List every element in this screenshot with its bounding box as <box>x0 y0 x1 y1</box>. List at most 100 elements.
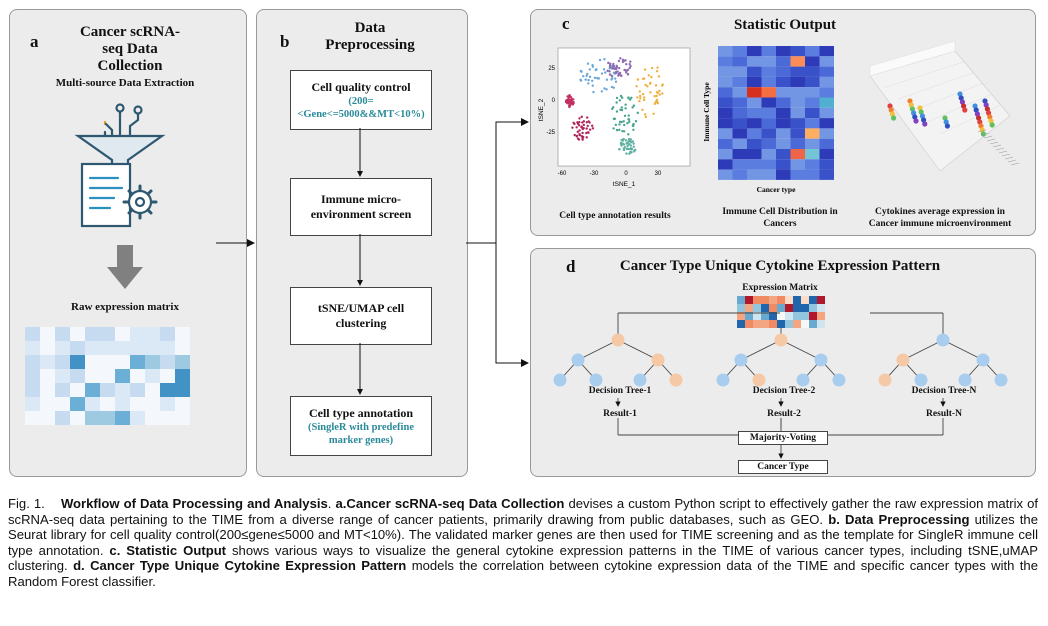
tsne-point <box>608 70 611 73</box>
matrix-cell <box>115 383 130 397</box>
step-cell-quality-control: Cell quality control (200=<Gene<=5000&&M… <box>290 70 432 130</box>
caption-d-text: models the correlation between cytokine … <box>8 558 1038 589</box>
tsne-point <box>610 74 614 78</box>
matrix-cell <box>70 341 85 355</box>
tsne-point <box>623 59 626 62</box>
tsne-point <box>625 152 628 155</box>
matrix-cell <box>25 369 40 383</box>
caption-d-label: d. Cancer Type Unique Cytokine Expressio… <box>73 558 407 574</box>
heatmap-cell <box>718 128 733 139</box>
tsne-point <box>578 129 581 132</box>
tsne-point <box>618 99 622 102</box>
flow-arrows <box>216 118 529 395</box>
tsne-point <box>576 137 580 140</box>
heatmap-cell <box>747 46 762 57</box>
expr-cell <box>817 312 825 320</box>
matrix-cell <box>130 411 145 425</box>
matrix-cell <box>55 369 70 383</box>
bar-marker <box>919 113 925 119</box>
expr-cell <box>793 320 801 328</box>
expr-cell <box>785 320 793 328</box>
expr-cell <box>777 304 785 312</box>
heatmap-cell <box>718 118 733 129</box>
result-1-label: Result-1 <box>603 409 637 419</box>
expr-cell <box>753 296 761 304</box>
matrix-cell <box>85 383 100 397</box>
tsne-point <box>628 142 631 146</box>
tsne-point <box>639 97 642 100</box>
tsne-point <box>578 132 581 136</box>
matrix-cell <box>85 369 100 383</box>
matrix-cell <box>40 341 55 355</box>
tsne-point <box>628 98 632 101</box>
heatmap-cell <box>776 107 791 119</box>
expr-cell <box>777 296 785 304</box>
expression-matrix-label: Expression Matrix <box>742 283 818 293</box>
tsne-point <box>623 123 626 127</box>
tsne-point <box>585 131 588 135</box>
expr-cell <box>793 312 801 320</box>
matrix-cell <box>70 383 85 397</box>
heatmap-cell <box>747 169 762 180</box>
expr-cell <box>785 312 793 320</box>
matrix-cell <box>100 355 115 369</box>
tsne-y-tick: -25 <box>546 130 555 136</box>
bar-marker <box>889 111 895 117</box>
expr-cell <box>745 320 753 328</box>
heatmap-cell <box>805 97 820 108</box>
expr-cell <box>761 296 769 304</box>
heatmap-cell <box>776 159 791 170</box>
heatmap-cell <box>790 56 805 67</box>
tsne-point <box>638 99 641 103</box>
matrix-cell <box>85 341 100 355</box>
tsne-point <box>620 106 623 109</box>
matrix-cell <box>25 355 40 369</box>
matrix-cell <box>160 369 175 383</box>
tree-node <box>832 373 846 387</box>
bar-marker <box>986 110 992 116</box>
tsne-point <box>585 116 589 119</box>
tsne-point <box>639 94 642 98</box>
tsne-point <box>612 117 616 121</box>
tsne-point <box>617 74 620 77</box>
heatmap-cell <box>732 149 747 160</box>
tsne-point <box>580 115 583 119</box>
raw-matrix-label: Raw expression matrix <box>71 301 179 313</box>
tsne-point <box>650 75 653 79</box>
tsne-point <box>612 106 615 109</box>
tsne-point <box>619 74 622 77</box>
tsne-point <box>586 62 590 65</box>
tsne-point <box>577 124 581 127</box>
heatmap-cell <box>790 66 805 77</box>
grid-line <box>925 93 992 123</box>
matrix-cell <box>100 383 115 397</box>
matrix-cell <box>25 397 40 411</box>
expr-cell <box>761 320 769 328</box>
tsne-point <box>627 114 630 117</box>
tsne-point <box>626 144 629 147</box>
caption-a-label: a.Cancer scRNA-seq Data Collection <box>335 496 565 511</box>
tsne-point <box>576 121 579 124</box>
matrix-cell <box>55 341 70 355</box>
step-4-detail: (SingleR with predefine marker genes) <box>308 421 414 446</box>
tsne-point <box>642 96 646 99</box>
tsne-point <box>620 144 623 147</box>
bar-marker <box>961 103 967 109</box>
expr-cell <box>769 304 777 312</box>
tsne-point <box>657 75 661 78</box>
tsne-point <box>624 103 627 106</box>
down-arrow-icon <box>107 245 143 289</box>
axis-tick <box>1004 156 1014 160</box>
tsne-point <box>654 84 658 87</box>
tsne-point <box>619 94 623 98</box>
tsne-point <box>576 130 580 134</box>
axis-tick <box>980 132 990 136</box>
heatmap-caption: Immune Cell Distribution in Cancers <box>722 207 838 229</box>
tsne-point <box>619 141 623 145</box>
expr-cell <box>809 312 817 320</box>
expr-cell <box>737 312 745 320</box>
matrix-cell <box>25 411 40 425</box>
tsne-point <box>571 102 574 105</box>
bar-marker <box>987 114 993 120</box>
tree-2-label: Decision Tree-2 <box>752 386 816 396</box>
